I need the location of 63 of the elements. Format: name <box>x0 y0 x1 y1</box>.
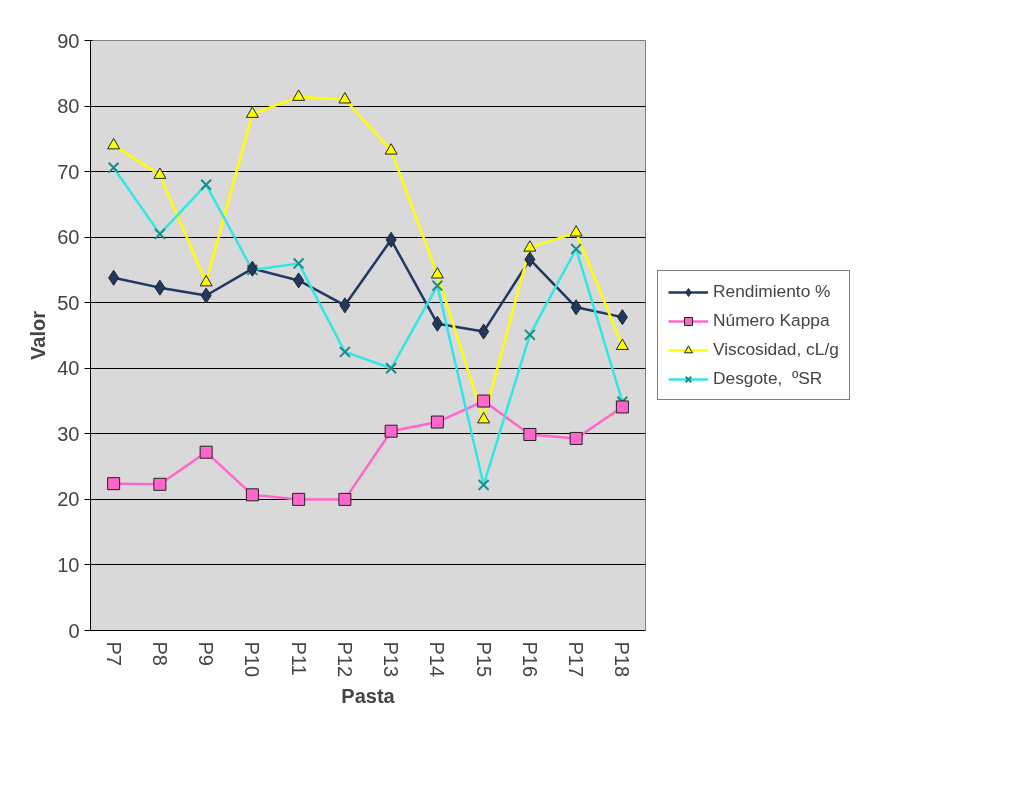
point <box>153 167 167 179</box>
point <box>200 287 212 304</box>
point <box>384 424 398 438</box>
point <box>477 411 491 424</box>
legend-label: Viscosidad, cL/g <box>713 339 839 360</box>
point <box>430 415 444 429</box>
point <box>338 492 352 506</box>
y-tick-label: 40 <box>57 357 80 380</box>
y-tick-label: 0 <box>68 619 80 642</box>
point <box>477 394 491 408</box>
point <box>385 231 397 248</box>
x-tick-label: P7 <box>102 641 125 666</box>
point <box>153 477 167 491</box>
y-tick-label: 80 <box>57 95 80 118</box>
point <box>154 279 166 296</box>
point <box>199 445 213 459</box>
point <box>107 137 121 150</box>
y-tick-label: 60 <box>57 226 80 249</box>
y-tick-label: 30 <box>57 422 80 445</box>
y-tick-label: 50 <box>57 291 80 314</box>
point <box>431 315 443 332</box>
point <box>523 427 537 441</box>
point <box>339 297 351 314</box>
point <box>107 477 121 491</box>
point <box>292 89 306 101</box>
x-tick-label: P13 <box>380 641 403 678</box>
x-tick-label: P14 <box>426 641 449 678</box>
point <box>199 274 213 287</box>
x-tick-label: P16 <box>518 641 541 678</box>
point <box>293 272 305 289</box>
y-tick-label: 10 <box>57 553 80 576</box>
x-tick-label: P10 <box>241 641 264 678</box>
point <box>245 106 259 118</box>
x-tick-label: P11 <box>287 641 310 676</box>
point <box>615 338 629 350</box>
point <box>430 267 444 279</box>
x-tick-label: P12 <box>333 641 356 678</box>
x-tick-label: P15 <box>472 641 495 678</box>
point <box>615 400 629 414</box>
point <box>245 488 259 502</box>
point <box>524 251 536 268</box>
point <box>569 225 583 237</box>
y-tick-label: 20 <box>57 488 80 511</box>
point <box>569 431 583 445</box>
x-tick-label: P17 <box>565 641 588 678</box>
legend-label: Desgote, ºSR <box>713 368 823 389</box>
y-tick-label: 90 <box>57 29 80 52</box>
point <box>338 92 352 104</box>
y-tick-label: 70 <box>57 160 80 183</box>
x-tick-label: P18 <box>611 641 634 678</box>
x-axis-title: Pasta <box>341 685 396 708</box>
point <box>570 299 582 316</box>
x-tick-label: P9 <box>195 641 218 666</box>
legend-label: Rendimiento % <box>713 281 831 302</box>
point <box>616 309 628 326</box>
point <box>523 240 537 252</box>
legend-label: Número Kappa <box>713 310 830 331</box>
y-axis-title: Valor <box>27 310 50 360</box>
point <box>384 143 398 155</box>
point <box>108 269 120 286</box>
point <box>292 492 306 506</box>
point <box>478 323 490 340</box>
x-tick-label: P8 <box>148 641 171 666</box>
